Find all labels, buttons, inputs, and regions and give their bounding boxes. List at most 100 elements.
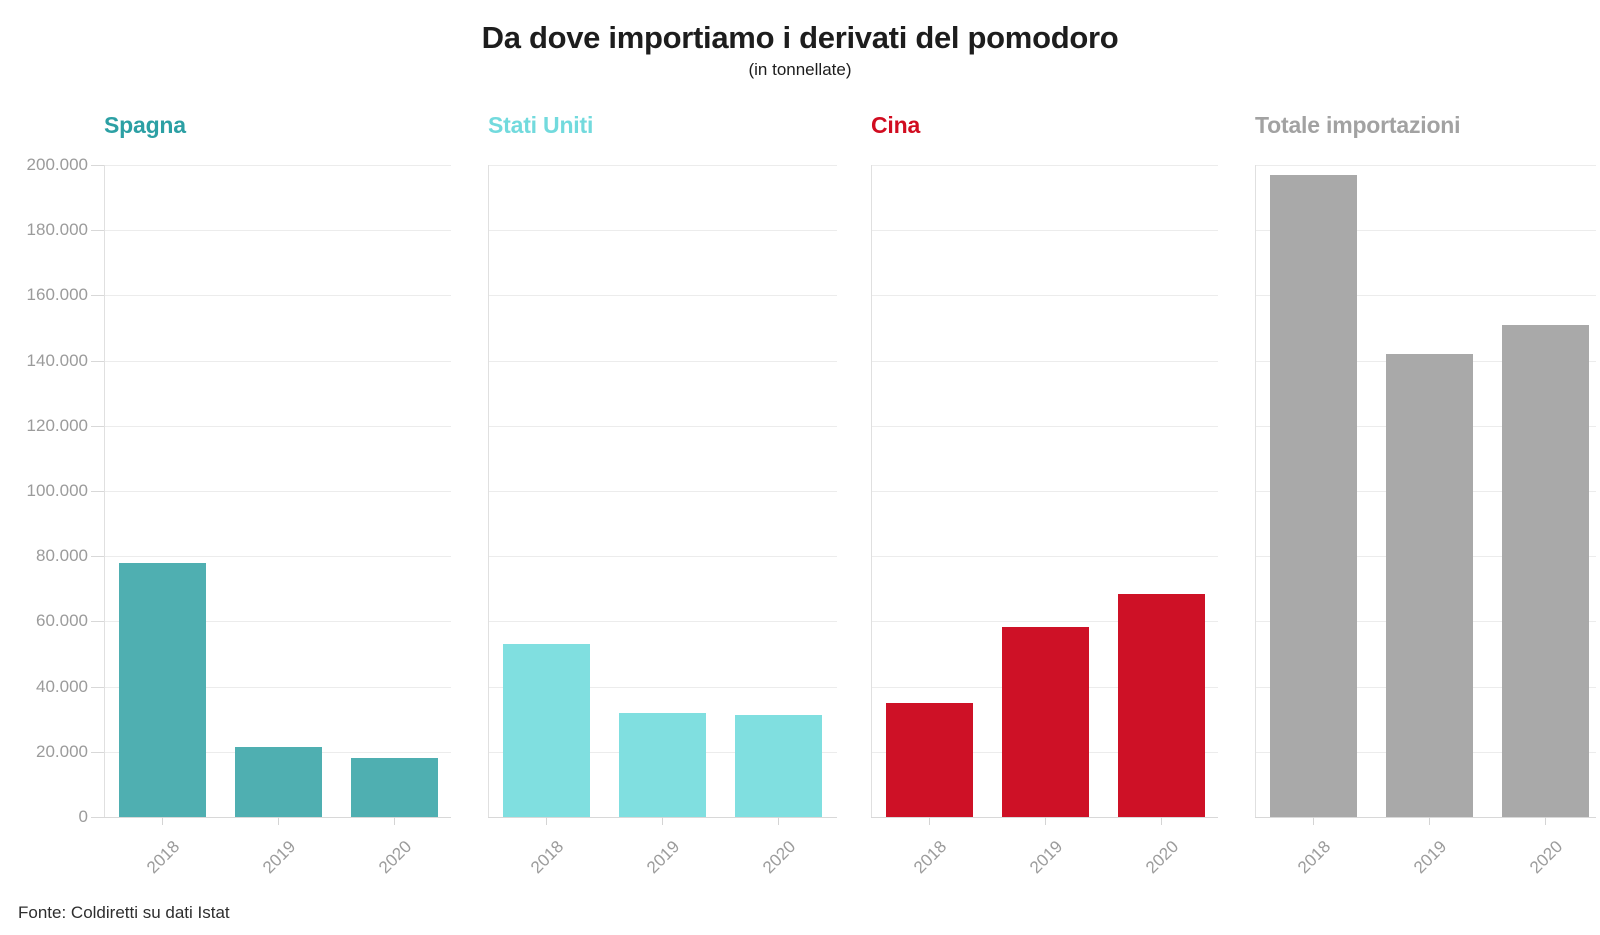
x-axis-line (1255, 817, 1596, 818)
panel-cina: Cina 2018 2019 2020 (871, 110, 1218, 900)
x-axis-line (104, 817, 451, 818)
gridline (488, 621, 837, 623)
source-note: Fonte: Coldiretti su dati Istat (18, 903, 230, 922)
y-tick-mark (91, 230, 104, 232)
x-tick-label-2018: 2018 (143, 837, 184, 878)
gridline (488, 230, 837, 232)
gridline (871, 621, 1218, 623)
y-axis-line (1255, 165, 1256, 817)
x-tick-label-2020: 2020 (1526, 837, 1567, 878)
gridline (871, 230, 1218, 232)
plot-area-totale-importazioni: 2018 2019 2020 (1255, 165, 1596, 877)
y-tick-mark (91, 751, 104, 753)
panel-title-totale-importazioni: Totale importazioni (1255, 112, 1461, 138)
gridline (871, 360, 1218, 362)
x-tick-label-2019: 2019 (1410, 837, 1451, 878)
y-tick-mark (91, 686, 104, 688)
x-tick-label-2018: 2018 (1294, 837, 1335, 878)
gridline (104, 556, 451, 558)
y-tick-label: 200.000 (26, 155, 88, 174)
y-tick-mark (91, 556, 104, 558)
x-tick-mark (1313, 817, 1314, 825)
gridline (1255, 230, 1596, 232)
gridline (1255, 295, 1596, 297)
bar-cina-2018 (886, 702, 973, 817)
panel-title-spagna: Spagna (104, 112, 186, 138)
gridline (871, 295, 1218, 297)
x-tick-mark (1429, 817, 1430, 825)
x-tick-label-2019: 2019 (643, 837, 684, 878)
bar-totale-importazioni-2019 (1386, 354, 1473, 817)
gridline (104, 295, 451, 297)
bar-cina-2019 (1002, 626, 1089, 817)
bar-stati-uniti-2020 (735, 714, 822, 817)
x-tick-mark (1161, 817, 1162, 825)
x-tick-label-2020: 2020 (759, 837, 800, 878)
panel-title-stati-uniti: Stati Uniti (488, 112, 594, 138)
panel-totale-importazioni: Totale importazioni 2018 2019 2020 (1255, 110, 1596, 900)
y-tick-mark (91, 817, 104, 818)
y-tick-label: 60.000 (36, 611, 88, 631)
gridline (488, 491, 837, 492)
y-tick-label: 40.000 (36, 676, 88, 696)
x-tick-label-2018: 2018 (527, 837, 568, 878)
bar-totale-importazioni-2020 (1502, 324, 1589, 817)
y-tick-label: 120.000 (26, 415, 88, 435)
gridline (104, 360, 451, 362)
plot-area-stati-uniti: 2018 2019 2020 (488, 165, 837, 877)
y-tick-mark (91, 295, 104, 297)
x-tick-mark (929, 817, 930, 825)
gridline (488, 295, 837, 297)
x-tick-label-2020: 2020 (1142, 837, 1183, 878)
y-tick-label: 140.000 (26, 350, 88, 370)
panel-title-cina: Cina (871, 112, 921, 138)
x-tick-label-2019: 2019 (1026, 837, 1067, 878)
x-tick-mark (778, 817, 779, 825)
y-tick-label: 0 (78, 807, 88, 826)
x-tick-mark (162, 817, 163, 825)
y-tick-label: 180.000 (26, 220, 88, 240)
plot-area-cina: 2018 2019 2020 (871, 165, 1218, 877)
chart-title: Da dove importiamo i derivati del pomodo… (481, 20, 1119, 55)
y-tick-label: 160.000 (26, 285, 88, 305)
bar-cina-2020 (1118, 593, 1205, 817)
x-tick-mark (1045, 817, 1046, 825)
bar-totale-importazioni-2018 (1270, 174, 1357, 817)
gridline (488, 165, 837, 166)
plot-area-spagna: 2018 2019 2020 (104, 165, 451, 877)
panel-stati-uniti: Stati Uniti 2018 2019 2020 (488, 110, 837, 900)
bar-stati-uniti-2019 (619, 712, 706, 817)
bar-stati-uniti-2018 (503, 644, 590, 817)
y-tick-mark (91, 425, 104, 427)
x-tick-label-2020: 2020 (375, 837, 416, 878)
panel-spagna: Spagna 2018 2019 2020 (104, 110, 451, 900)
x-tick-mark (1545, 817, 1546, 825)
y-axis: 0 20.000 40.000 60.000 80.000 100.000 120.000 1… (0, 0, 104, 935)
y-tick-mark (91, 360, 104, 362)
y-tick-mark (91, 621, 104, 623)
y-axis-line (104, 165, 105, 817)
bar-spagna-2019 (235, 746, 322, 817)
gridline (104, 621, 451, 623)
gridline (104, 230, 451, 232)
gridline (104, 165, 451, 166)
bar-spagna-2018 (119, 562, 206, 817)
gridline (104, 491, 451, 492)
y-tick-label: 20.000 (36, 741, 88, 761)
x-tick-mark (278, 817, 279, 825)
x-tick-mark (662, 817, 663, 825)
gridline (104, 686, 451, 688)
x-tick-label-2018: 2018 (910, 837, 951, 878)
y-axis-line (488, 165, 489, 817)
gridline (104, 425, 451, 427)
chart-subtitle: (in tonnellate) (748, 60, 852, 79)
gridline (871, 556, 1218, 558)
gridline (488, 686, 837, 688)
y-tick-label: 80.000 (36, 546, 88, 566)
x-tick-label-2019: 2019 (259, 837, 300, 878)
y-tick-label: 100.000 (26, 481, 88, 500)
y-tick-mark (91, 491, 104, 492)
gridline (871, 165, 1218, 166)
gridline (1255, 165, 1596, 166)
